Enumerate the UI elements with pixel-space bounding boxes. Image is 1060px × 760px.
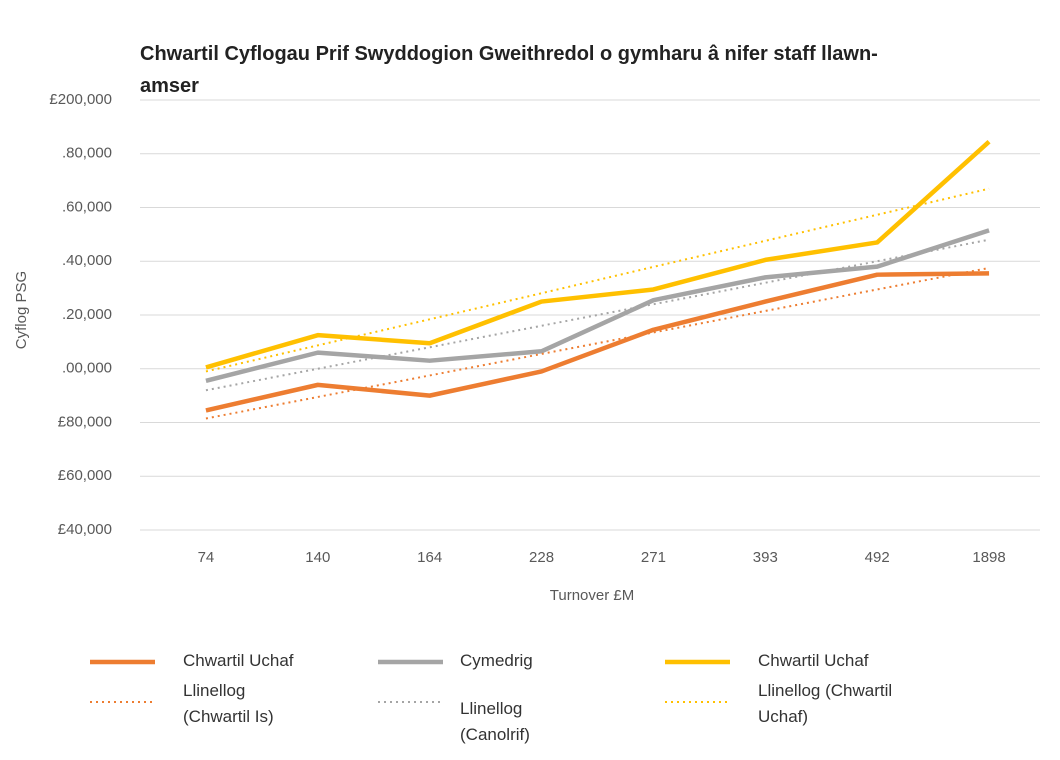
- chart-title: Chwartil Cyflogau Prif Swyddogion Gweith…: [140, 43, 878, 97]
- legend-label: Chwartil Uchaf: [758, 651, 869, 670]
- x-tick-label: 228: [529, 549, 554, 566]
- y-tick-label: .00,000: [62, 360, 112, 377]
- y-tick-label: £200,000: [49, 91, 112, 108]
- x-axis-label: Turnover £M: [550, 587, 634, 604]
- legend-label: Cymedrig: [460, 651, 533, 670]
- x-tick-label: 1898: [972, 549, 1005, 566]
- x-tick-label: 140: [305, 549, 330, 566]
- series-line: [205, 271, 990, 413]
- y-tick-label: .40,000: [62, 252, 112, 269]
- y-tick-label: .20,000: [62, 306, 112, 323]
- trend-line: [205, 187, 990, 373]
- legend-label: Llinellog (Chwartil Is): [183, 681, 274, 726]
- series-line: [205, 228, 990, 384]
- y-tick-label: £60,000: [58, 467, 112, 484]
- legend-label: Llinellog (Chwartil Uchaf): [758, 681, 893, 726]
- trend-line: [205, 238, 990, 392]
- series-line: [205, 139, 991, 370]
- y-tick-label: £40,000: [58, 521, 112, 538]
- y-tick-label: £80,000: [58, 413, 112, 430]
- y-axis-label: Cyflog PSG: [13, 271, 30, 349]
- trend-line: [205, 266, 990, 420]
- x-tick-label: 492: [865, 549, 890, 566]
- legend-label: Llinellog (Canolrif): [460, 699, 530, 744]
- x-tick-label: 164: [417, 549, 442, 566]
- y-tick-label: .60,000: [62, 198, 112, 215]
- x-tick-label: 271: [641, 549, 666, 566]
- x-tick-label: 74: [198, 549, 215, 566]
- x-tick-label: 393: [753, 549, 778, 566]
- legend-label: Chwartil Uchaf: [183, 651, 294, 670]
- y-tick-label: .80,000: [62, 145, 112, 162]
